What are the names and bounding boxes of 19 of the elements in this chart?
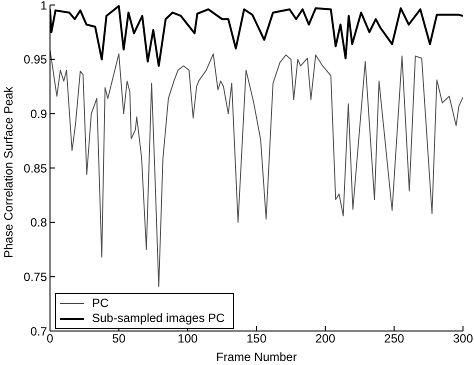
x-tick-label: 150 (246, 332, 267, 346)
y-tick-label: 0.8 (30, 216, 48, 230)
line-series (50, 49, 463, 287)
legend-label: Sub-sampled images PC (92, 311, 225, 326)
x-tick-label: 100 (178, 332, 198, 346)
y-axis-title: Phase Correlation Surface Peak (1, 86, 16, 258)
y-tick-label: 0.95 (24, 52, 48, 67)
x-axis-title: Frame Number (216, 350, 297, 364)
x-tick-label: 200 (315, 332, 336, 346)
y-tick-label: 0.75 (24, 270, 48, 284)
x-tick-label: 300 (452, 332, 474, 346)
y-tick-label: 0.85 (24, 161, 48, 176)
y-tick-label: 0.7 (30, 324, 48, 338)
legend-label: PC (92, 296, 109, 311)
x-tick-label: 250 (384, 332, 404, 346)
x-tick-label: 0 (46, 332, 54, 346)
x-tick-label: 50 (112, 332, 126, 346)
y-tick-label: 0.9 (30, 106, 48, 121)
y-tick-label: 1 (40, 0, 48, 12)
